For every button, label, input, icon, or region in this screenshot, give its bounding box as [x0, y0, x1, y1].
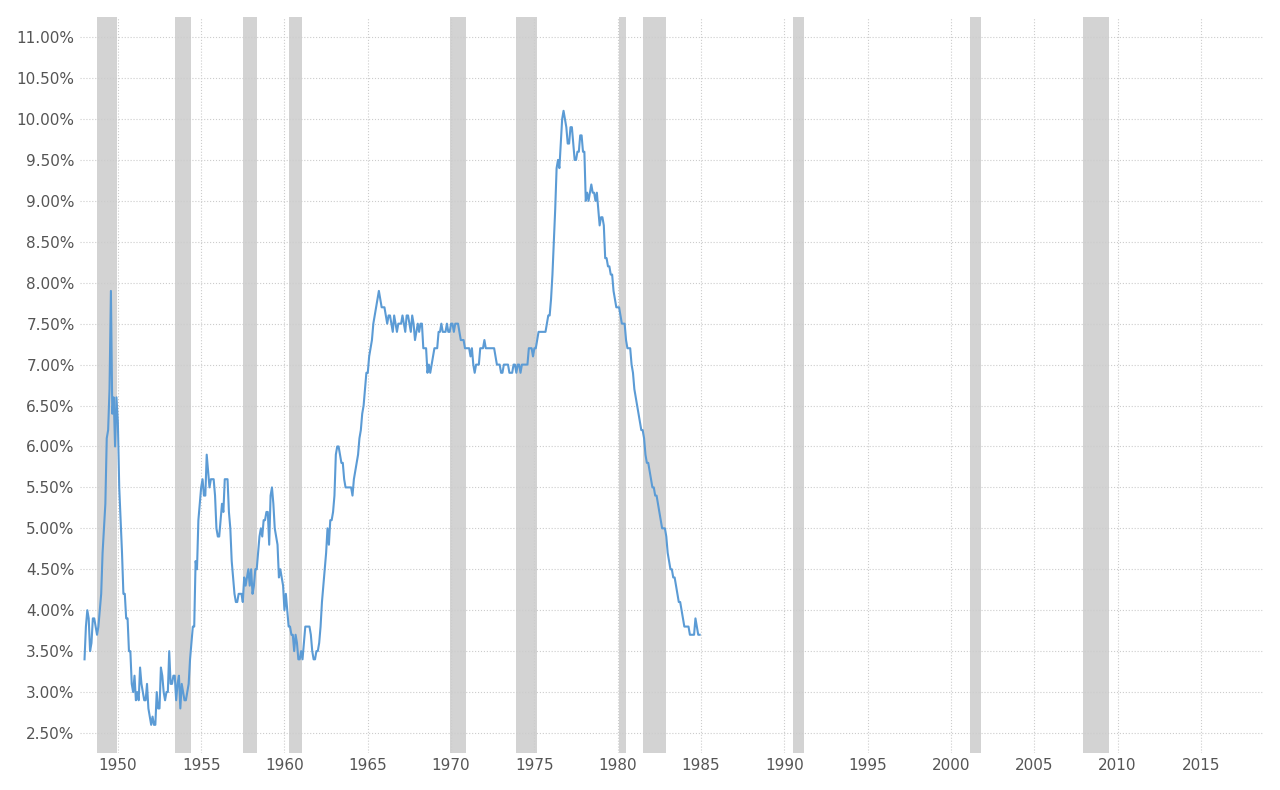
Bar: [288, 17, 302, 754]
Bar: [175, 17, 192, 754]
Bar: [970, 17, 982, 754]
Bar: [1083, 17, 1110, 754]
Bar: [243, 17, 257, 754]
Bar: [516, 17, 538, 754]
Bar: [643, 17, 667, 754]
Bar: [792, 17, 804, 754]
Bar: [97, 17, 116, 754]
Bar: [620, 17, 626, 754]
Bar: [449, 17, 466, 754]
